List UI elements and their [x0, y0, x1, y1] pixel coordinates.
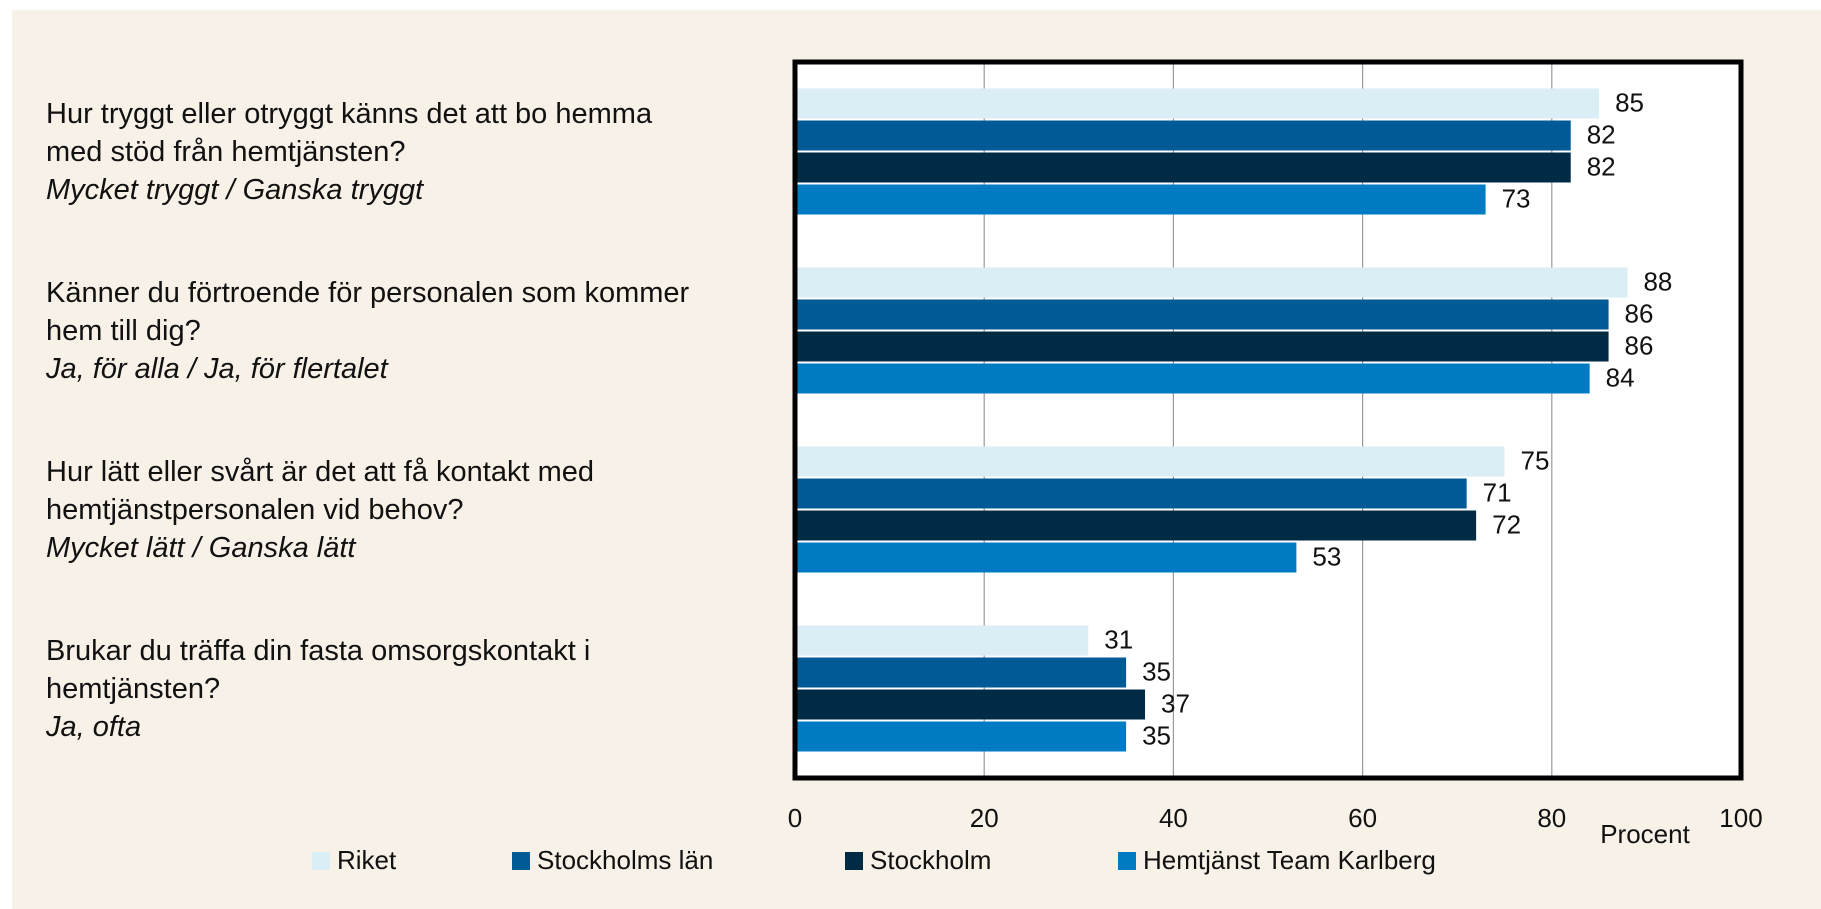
data-label: 86	[1625, 298, 1654, 328]
bar	[795, 152, 1571, 183]
x-tick-label: 100	[1719, 803, 1762, 833]
bar	[795, 299, 1609, 330]
bar	[795, 510, 1477, 541]
category-label: Hur tryggt eller otryggt känns det att b…	[46, 95, 706, 209]
data-label: 86	[1625, 330, 1654, 360]
bar	[795, 446, 1505, 477]
data-label: 37	[1161, 688, 1190, 718]
x-tick-label: 20	[970, 803, 999, 833]
x-tick-label: 80	[1537, 803, 1566, 833]
bar	[795, 721, 1127, 752]
bar	[795, 120, 1571, 151]
data-label: 71	[1483, 477, 1512, 507]
data-label: 75	[1521, 445, 1550, 475]
data-label: 85	[1615, 87, 1644, 117]
data-label: 35	[1142, 720, 1171, 750]
data-label: 31	[1104, 624, 1133, 654]
legend-swatch	[312, 852, 330, 870]
answer: Mycket lätt / Ganska lätt	[46, 531, 356, 564]
bar	[795, 331, 1609, 362]
question: Hur lätt eller svårt är det att få konta…	[46, 455, 595, 526]
plot-border	[792, 59, 1744, 781]
data-label: 84	[1606, 362, 1635, 392]
legend-swatch	[845, 852, 863, 870]
legend-label: Hemtjänst Team Karlberg	[1143, 845, 1436, 875]
category-label: Hur lätt eller svårt är det att få konta…	[46, 453, 706, 567]
question: Hur tryggt eller otryggt känns det att b…	[46, 97, 653, 168]
data-label: 82	[1587, 151, 1616, 181]
bar	[795, 689, 1146, 720]
bar	[795, 625, 1089, 656]
data-label: 72	[1492, 509, 1521, 539]
bar	[795, 184, 1486, 215]
bar	[795, 88, 1600, 119]
answer: Mycket tryggt / Ganska tryggt	[46, 173, 424, 206]
bar	[795, 478, 1467, 509]
category-label: Känner du förtroende för personalen som …	[46, 274, 706, 388]
bar	[795, 542, 1297, 573]
x-tick-label: 40	[1159, 803, 1188, 833]
bar	[795, 363, 1590, 394]
data-label: 53	[1312, 541, 1341, 571]
data-label: 73	[1502, 183, 1531, 213]
bar	[795, 267, 1628, 298]
x-axis-label: Procent	[1600, 819, 1690, 849]
x-tick-label: 0	[788, 803, 802, 833]
x-tick-label: 60	[1348, 803, 1377, 833]
legend-label: Riket	[337, 845, 397, 875]
category-label: Brukar du träffa din fasta omsorgskontak…	[46, 632, 706, 746]
legend-label: Stockholm	[870, 845, 991, 875]
bar	[795, 657, 1127, 688]
data-label: 35	[1142, 656, 1171, 686]
answer: Ja, ofta	[46, 710, 142, 743]
data-label: 88	[1643, 266, 1672, 296]
legend-swatch	[512, 852, 530, 870]
data-label: 82	[1587, 119, 1616, 149]
question: Känner du förtroende för personalen som …	[46, 276, 690, 347]
legend-label: Stockholms län	[537, 845, 713, 875]
answer: Ja, för alla / Ja, för flertalet	[46, 352, 388, 385]
question: Brukar du träffa din fasta omsorgskontak…	[46, 634, 591, 705]
legend-swatch	[1118, 852, 1136, 870]
